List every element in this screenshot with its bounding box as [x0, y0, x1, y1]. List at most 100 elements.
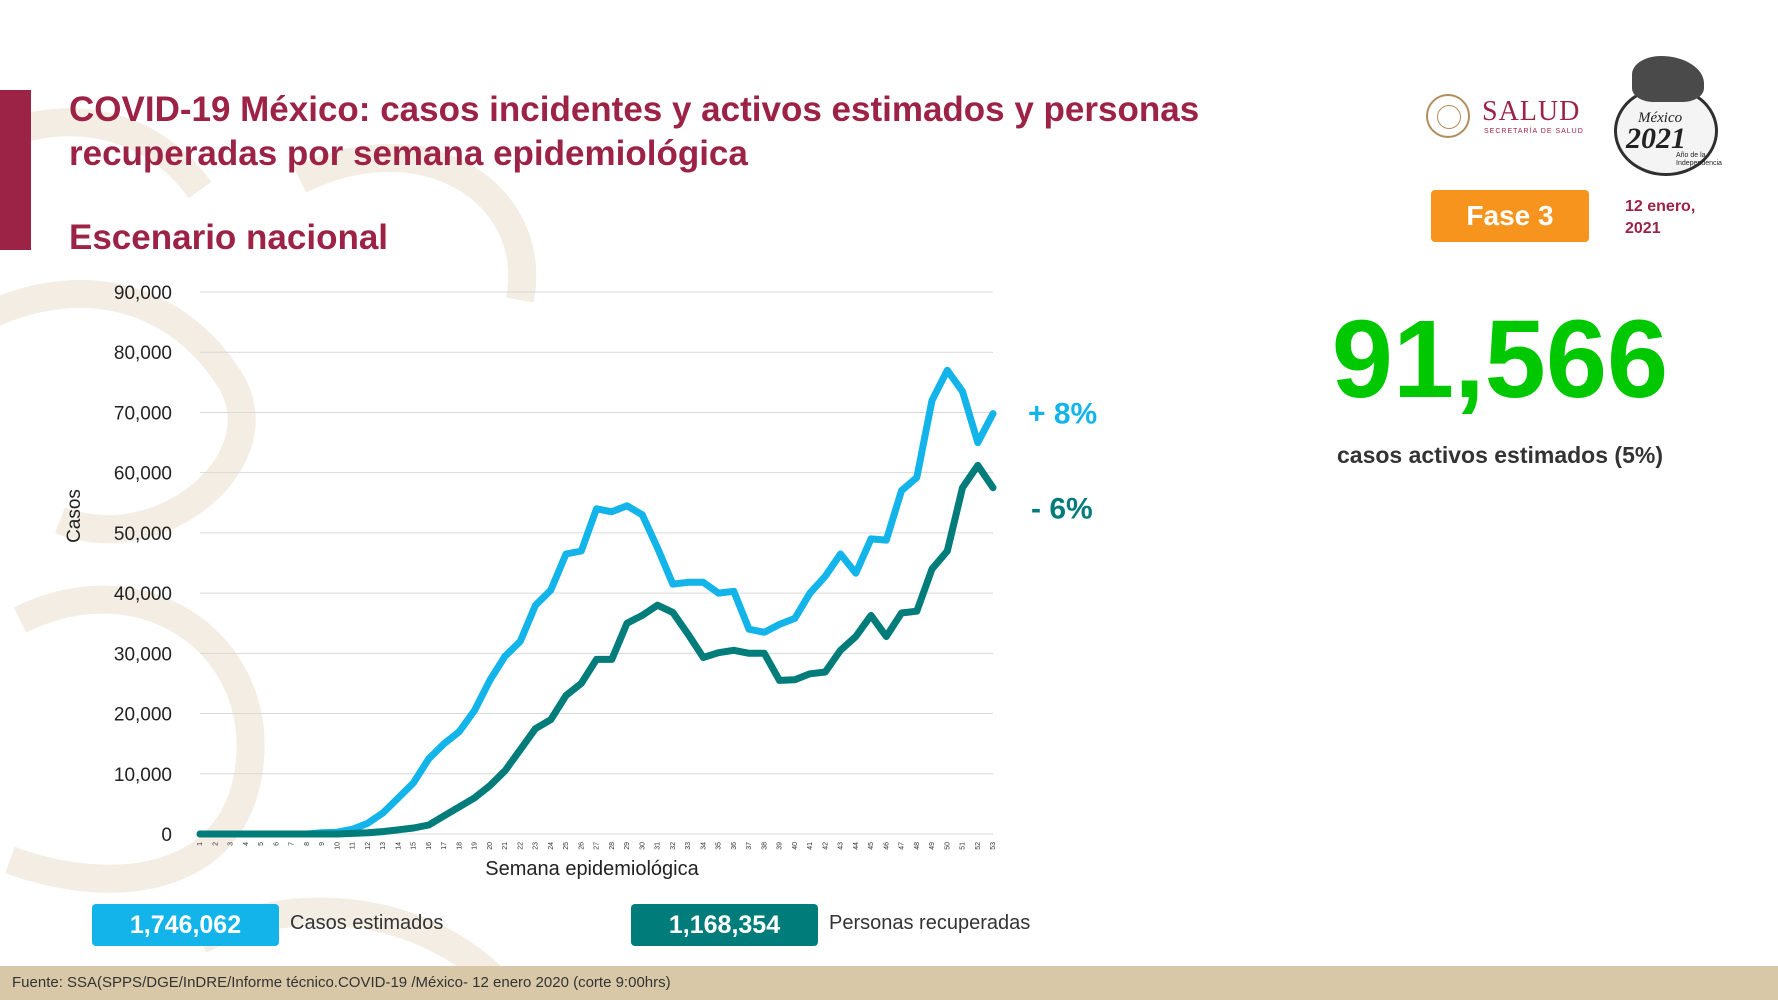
y-tick-label: 10,000 — [114, 765, 172, 786]
x-tick-label: 20 — [487, 842, 494, 850]
x-tick-label: 35 — [716, 842, 723, 850]
x-tick-label: 26 — [578, 842, 585, 850]
x-tick-label: 15 — [411, 842, 418, 850]
x-tick-label: 5 — [258, 842, 265, 846]
mexico-2021-line3: Año de la Independencia — [1676, 152, 1722, 167]
x-tick-label: 21 — [502, 842, 509, 850]
serpent-head-icon — [1632, 56, 1704, 102]
x-tick-label: 44 — [853, 842, 860, 850]
x-tick-label: 40 — [792, 842, 799, 850]
salud-logo-text: SALUD — [1482, 96, 1581, 127]
casos-legend-label: Casos estimados — [290, 912, 444, 934]
x-tick-label: 10 — [334, 842, 341, 850]
x-tick-label: 11 — [350, 842, 357, 849]
x-tick-label: 22 — [517, 842, 524, 850]
x-tick-label: 45 — [868, 842, 875, 850]
series-end-label: - 6% — [1031, 493, 1093, 526]
chart-series — [196, 366, 997, 838]
x-tick-label: 36 — [731, 842, 738, 850]
x-tick-label: 48 — [914, 842, 921, 850]
x-tick-label: 51 — [960, 842, 967, 850]
series-end-labels: + 8% - 6% — [1028, 398, 1097, 526]
chart-grid — [200, 291, 993, 835]
y-tick-label: 90,000 — [114, 283, 172, 304]
salud-logo-subtext: SECRETARÍA DE SALUD — [1484, 128, 1584, 135]
x-tick-label: 9 — [319, 842, 326, 846]
x-tick-label: 19 — [472, 842, 479, 850]
fase-badge: Fase 3 — [1431, 190, 1589, 242]
x-tick-label: 43 — [838, 842, 845, 850]
footer-bar — [0, 966, 1778, 1000]
mexico-2021-logo: México 2021 Año de la Independencia — [1612, 56, 1722, 178]
salud-logo: SALUD SECRETARÍA DE SALUD — [1426, 94, 1586, 144]
x-tick-label: 12 — [365, 842, 372, 850]
recuperadas-total-badge: 1,168,354 — [631, 904, 818, 946]
x-tick-label: 39 — [777, 842, 784, 850]
report-date-line2: 2021 — [1625, 220, 1661, 237]
x-tick-label: 42 — [822, 842, 829, 850]
x-tick-label: 49 — [929, 842, 936, 850]
x-tick-label: 31 — [655, 842, 662, 850]
x-axis-label: Semana epidemiológica — [485, 858, 699, 880]
x-tick-label: 1 — [197, 842, 204, 846]
y-tick-label: 70,000 — [114, 403, 172, 424]
x-tick-label: 4 — [243, 842, 250, 846]
x-tick-label: 37 — [746, 842, 753, 850]
y-tick-label: 0 — [161, 825, 172, 846]
x-tick-label: 46 — [883, 842, 890, 850]
x-tick-label: 17 — [441, 842, 448, 850]
x-tick-label: 50 — [944, 842, 951, 850]
x-tick-label: 28 — [609, 842, 616, 850]
y-tick-label: 50,000 — [114, 524, 172, 545]
x-tick-label: 52 — [975, 842, 982, 850]
eagle-emblem-icon — [1426, 94, 1470, 138]
report-date-line1: 12 enero, — [1625, 198, 1696, 215]
x-tick-labels: 1 2 3 4 5 6 7 8 9 10 11 12 13 14 15 16 17 18 19 20 21 22 23 24 2… — [197, 842, 997, 850]
casos-total-badge: 1,746,062 — [92, 904, 279, 946]
x-tick-label: 16 — [426, 842, 433, 850]
x-tick-label: 24 — [548, 842, 555, 850]
page-subtitle: Escenario nacional — [69, 218, 389, 257]
x-tick-label: 6 — [273, 842, 280, 846]
mexico-2021-line1: México — [1638, 110, 1683, 126]
footer-source: Fuente: SSA(SPPS/DGE/InDRE/Informe técni… — [12, 974, 671, 991]
x-tick-label: 30 — [639, 842, 646, 850]
x-tick-label: 2 — [212, 842, 219, 846]
y-axis-label: Casos — [64, 489, 85, 543]
x-tick-label: 32 — [670, 842, 677, 850]
x-tick-label: 38 — [761, 842, 768, 850]
x-tick-label: 53 — [990, 842, 997, 850]
x-tick-label: 27 — [594, 842, 601, 850]
active-cases-label: casos activos estimados (5%) — [1337, 442, 1663, 468]
x-tick-label: 13 — [380, 842, 387, 850]
y-tick-label: 40,000 — [114, 584, 172, 605]
y-tick-label: 30,000 — [114, 644, 172, 665]
series-line-recuperadas — [196, 461, 997, 838]
page-title: COVID-19 México: casos incidentes y acti… — [69, 90, 1200, 173]
x-tick-label: 47 — [899, 842, 906, 850]
x-tick-label: 34 — [700, 842, 707, 850]
active-cases-number: 91,566 — [1331, 298, 1669, 421]
x-tick-label: 7 — [289, 842, 296, 846]
series-line-casos — [196, 366, 997, 838]
x-tick-label: 25 — [563, 842, 570, 850]
x-tick-label: 23 — [533, 842, 540, 850]
x-tick-label: 33 — [685, 842, 692, 850]
x-tick-label: 18 — [456, 842, 463, 850]
title-accent-bar — [0, 90, 31, 250]
x-tick-label: 3 — [228, 842, 235, 846]
y-tick-label: 20,000 — [114, 705, 172, 726]
recuperadas-legend-label: Personas recuperadas — [829, 912, 1031, 934]
x-tick-label: 8 — [304, 842, 311, 846]
report-date: 12 enero, 2021 — [1625, 196, 1725, 240]
y-tick-labels: 0 10,000 20,000 30,000 40,000 50,000 60,000 70,… — [114, 283, 172, 846]
y-tick-label: 60,000 — [114, 464, 172, 485]
x-tick-label: 41 — [807, 842, 814, 850]
x-tick-label: 29 — [624, 842, 631, 850]
mexico-2021-line2: 2021 — [1626, 122, 1686, 155]
series-end-label: + 8% — [1028, 398, 1097, 431]
x-tick-label: 14 — [395, 842, 402, 850]
y-tick-label: 80,000 — [114, 343, 172, 364]
